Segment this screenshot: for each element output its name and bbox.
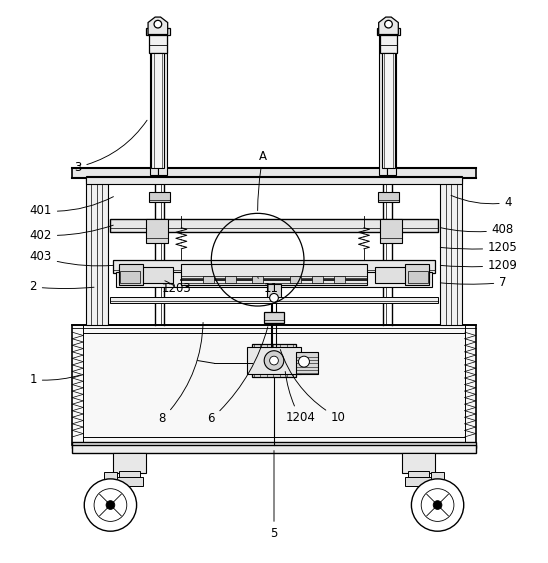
Bar (150, 33, 158, 175)
Bar (296, 352, 318, 374)
Bar (104, 472, 117, 479)
Bar (86, 177, 462, 185)
Bar (72, 443, 476, 448)
Bar (431, 472, 444, 479)
Polygon shape (148, 17, 168, 34)
Bar (111, 297, 437, 303)
Text: 402: 402 (30, 225, 113, 242)
Text: 3: 3 (74, 120, 147, 173)
Text: 403: 403 (30, 251, 113, 266)
Bar (86, 176, 462, 181)
Bar (146, 219, 168, 243)
Polygon shape (379, 17, 398, 34)
Bar (116, 477, 143, 486)
Bar (149, 34, 167, 52)
Text: 1205: 1205 (441, 241, 518, 254)
Bar (267, 284, 281, 301)
Text: 5: 5 (270, 450, 278, 540)
Text: 2: 2 (29, 280, 94, 293)
Bar (334, 275, 345, 283)
Bar (72, 325, 476, 445)
Text: 1: 1 (29, 373, 81, 386)
Bar (290, 275, 301, 283)
Bar (149, 191, 170, 203)
Bar (252, 344, 296, 377)
Bar (382, 52, 395, 168)
Bar (408, 471, 430, 479)
Bar (225, 275, 236, 283)
Bar (118, 264, 143, 285)
Bar (111, 219, 437, 233)
Circle shape (264, 351, 284, 370)
Bar (113, 453, 146, 473)
Bar (151, 52, 164, 168)
Text: 1204: 1204 (285, 372, 315, 425)
Circle shape (84, 479, 136, 531)
Bar (247, 347, 301, 374)
Circle shape (154, 20, 162, 28)
Bar (119, 271, 140, 283)
Bar (86, 175, 108, 325)
Bar (116, 272, 432, 287)
Text: 10: 10 (281, 350, 346, 425)
Circle shape (433, 501, 442, 510)
Bar (118, 471, 140, 479)
Circle shape (270, 356, 278, 365)
Bar (405, 264, 430, 285)
Text: 1209: 1209 (441, 258, 518, 271)
Bar (312, 275, 323, 283)
Bar (378, 191, 399, 203)
Bar (72, 168, 476, 178)
Circle shape (299, 356, 310, 367)
Bar (375, 267, 430, 283)
Text: 8: 8 (158, 323, 203, 426)
Bar (387, 33, 396, 175)
Text: A: A (258, 150, 267, 211)
Bar (264, 312, 284, 323)
Text: 401: 401 (30, 196, 113, 217)
Bar (72, 445, 476, 453)
Bar (203, 275, 214, 283)
Bar (252, 275, 263, 283)
Bar (408, 271, 429, 283)
Bar (146, 28, 170, 34)
Circle shape (385, 20, 392, 28)
Text: 408: 408 (440, 223, 514, 236)
Bar (440, 175, 462, 325)
Bar (158, 33, 167, 175)
Text: 7: 7 (441, 276, 507, 289)
Bar (380, 219, 402, 243)
Bar (405, 477, 432, 486)
Text: 6: 6 (208, 327, 268, 426)
Circle shape (412, 479, 464, 531)
Bar (376, 28, 401, 34)
Circle shape (270, 293, 278, 302)
Text: 4: 4 (451, 195, 512, 209)
Text: 11: 11 (258, 278, 279, 294)
Text: 1203: 1203 (162, 281, 192, 294)
Bar (181, 264, 367, 285)
Circle shape (106, 501, 115, 510)
Bar (113, 260, 435, 273)
Bar (379, 33, 387, 175)
Bar (118, 267, 173, 283)
Bar (402, 453, 435, 473)
Bar (380, 34, 397, 52)
